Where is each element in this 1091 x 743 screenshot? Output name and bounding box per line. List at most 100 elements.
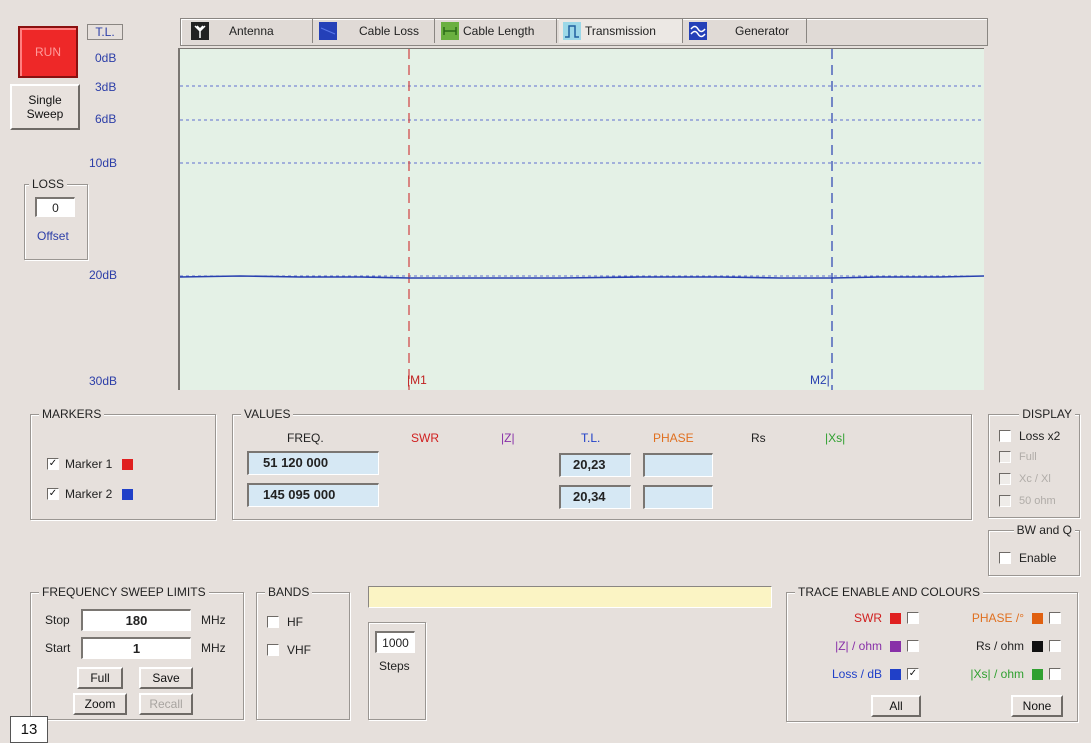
xs-color-swatch[interactable] (1032, 668, 1043, 680)
stop-frequency-input[interactable]: 180 (81, 609, 191, 631)
tab-generator[interactable]: Generator (685, 19, 807, 43)
full-button[interactable]: Full (77, 667, 123, 689)
steps-label: Steps (379, 659, 410, 673)
header-phase: PHASE (653, 431, 694, 445)
trace-phase[interactable]: PHASE /° (972, 611, 1061, 625)
save-button[interactable]: Save (139, 667, 193, 689)
xs-checkbox[interactable] (1049, 668, 1061, 680)
hf-checkbox[interactable] (267, 616, 279, 628)
recall-button: Recall (139, 693, 193, 715)
markers-group: MARKERS ✓ Marker 1 ✓ Marker 2 (30, 407, 216, 520)
swr-checkbox[interactable] (907, 612, 919, 624)
loss-offset-input[interactable]: 0 (35, 197, 75, 217)
tab-transmission[interactable]: Transmission (559, 19, 683, 43)
freq-value-1: 51 120 000 (247, 451, 379, 475)
none-button[interactable]: None (1011, 695, 1063, 717)
full-checkbox (999, 451, 1011, 463)
values-group-title: VALUES (241, 407, 294, 421)
values-group: VALUES FREQ. SWR |Z| T.L. PHASE Rs |Xs| … (232, 407, 972, 520)
band-hf[interactable]: HF (267, 615, 303, 629)
loss-trace (180, 275, 984, 279)
sweep-group: FREQUENCY SWEEP LIMITS Stop 180 MHz Star… (30, 585, 244, 720)
tab-antenna-label: Antenna (229, 24, 274, 38)
tl-value-1: 20,23 (559, 453, 631, 477)
display-full: Full (999, 451, 1037, 463)
steps-group: 1000 Steps (368, 622, 426, 720)
tab-cable-length-label: Cable Length (463, 24, 535, 38)
loss-group-title: LOSS (29, 177, 68, 191)
phase-color-swatch[interactable] (1032, 612, 1043, 624)
loss-color-swatch[interactable] (890, 668, 901, 680)
bwq-enable-checkbox[interactable] (999, 552, 1011, 564)
markers-group-title: MARKERS (39, 407, 105, 421)
tl-label: T.L. (87, 24, 123, 40)
marker-1-label: |M1 (407, 373, 427, 387)
page-number: 13 (10, 716, 48, 743)
trace-group-title: TRACE ENABLE AND COLOURS (795, 585, 984, 599)
tl-value-2: 20,34 (559, 485, 631, 509)
single-sweep-label: Single Sweep (26, 93, 64, 121)
marker-1-row[interactable]: ✓ Marker 1 (47, 457, 134, 471)
display-loss-x2[interactable]: Loss x2 (999, 429, 1060, 443)
cable-loss-icon (319, 22, 337, 40)
transmission-icon (563, 22, 581, 40)
bwq-group-title: BW and Q (1013, 523, 1075, 537)
header-z: |Z| (501, 431, 515, 445)
50-ohm-checkbox (999, 495, 1011, 507)
vhf-checkbox[interactable] (267, 644, 279, 656)
z-color-swatch[interactable] (890, 640, 901, 652)
freq-value-2: 145 095 000 (247, 483, 379, 507)
stop-unit: MHz (201, 613, 226, 627)
marker-2-label-text: Marker 2 (65, 487, 113, 501)
header-rs: Rs (751, 431, 766, 445)
trace-loss[interactable]: Loss / dB ✓ (831, 667, 919, 681)
tab-cable-loss-label: Cable Loss (359, 24, 420, 38)
swr-color-swatch[interactable] (890, 612, 901, 624)
trace-group: TRACE ENABLE AND COLOURS SWR PHASE /° |Z… (786, 585, 1078, 722)
phase-checkbox[interactable] (1049, 612, 1061, 624)
run-button[interactable]: RUN (18, 26, 78, 78)
trace-rs[interactable]: Rs / ohm (976, 639, 1061, 653)
loss-checkbox[interactable]: ✓ (907, 668, 919, 680)
run-label: RUN (35, 45, 61, 59)
db-tick-30: 30dB (89, 374, 118, 388)
header-xs: |Xs| (825, 431, 846, 445)
status-bar (368, 586, 772, 608)
rs-checkbox[interactable] (1049, 640, 1061, 652)
zoom-button[interactable]: Zoom (73, 693, 127, 715)
sweep-group-title: FREQUENCY SWEEP LIMITS (39, 585, 209, 599)
antenna-icon (191, 22, 209, 40)
tab-antenna[interactable]: Antenna (187, 19, 313, 43)
all-button[interactable]: All (871, 695, 921, 717)
marker-2-label: M2| (810, 373, 830, 387)
marker-2-color-swatch[interactable] (122, 488, 134, 500)
transmission-plot[interactable] (180, 49, 984, 390)
rs-color-swatch[interactable] (1032, 640, 1043, 652)
marker-1-checkbox[interactable]: ✓ (47, 458, 59, 470)
z-checkbox[interactable] (907, 640, 919, 652)
cable-length-icon (441, 22, 459, 40)
single-sweep-button[interactable]: Single Sweep (10, 84, 80, 130)
trace-xs[interactable]: |Xs| / ohm (970, 667, 1061, 681)
trace-z[interactable]: |Z| / ohm (835, 639, 919, 653)
db-tick-0: 0dB (95, 51, 117, 65)
marker-2-row[interactable]: ✓ Marker 2 (47, 487, 134, 501)
band-vhf[interactable]: VHF (267, 643, 311, 657)
header-freq: FREQ. (287, 431, 324, 445)
marker-2-checkbox[interactable]: ✓ (47, 488, 59, 500)
start-frequency-input[interactable]: 1 (81, 637, 191, 659)
display-group-title: DISPLAY (1019, 407, 1075, 421)
tab-cable-length[interactable]: Cable Length (437, 19, 557, 43)
tab-cable-loss[interactable]: Cable Loss (315, 19, 435, 43)
header-tl: T.L. (581, 431, 601, 445)
marker-1-color-swatch[interactable] (122, 458, 134, 470)
trace-swr[interactable]: SWR (854, 611, 919, 625)
bwq-enable[interactable]: Enable (999, 551, 1056, 565)
loss-x2-checkbox[interactable] (999, 430, 1011, 442)
steps-input[interactable]: 1000 (375, 631, 415, 653)
xc-xl-checkbox (999, 473, 1011, 485)
stop-label: Stop (45, 613, 70, 627)
marker-1-label-text: Marker 1 (65, 457, 113, 471)
loss-group: LOSS 0 Offset (24, 177, 88, 260)
offset-label: Offset (37, 229, 69, 243)
